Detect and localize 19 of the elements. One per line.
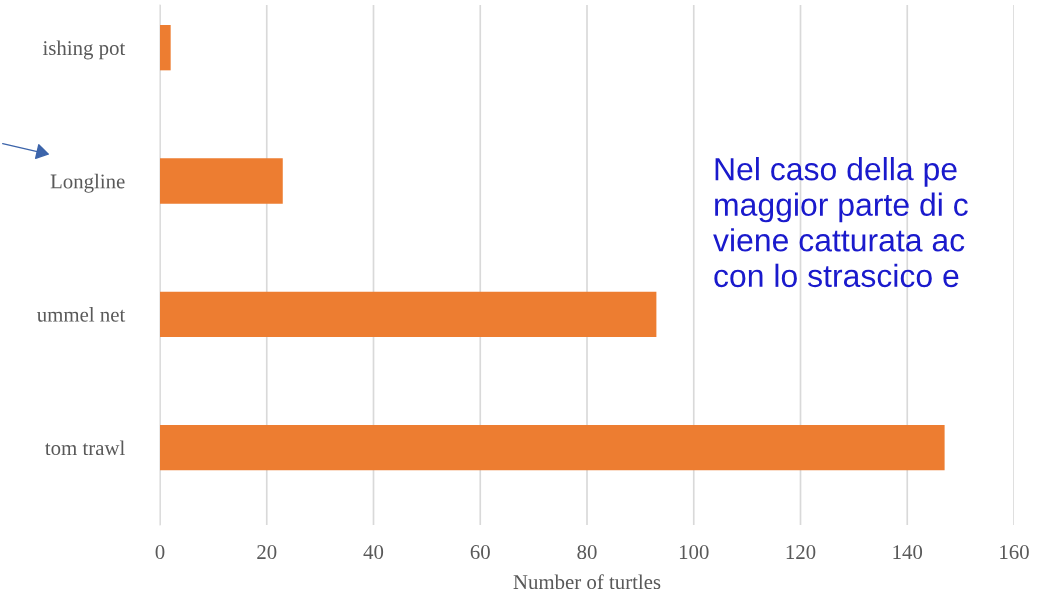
x-tick-label: 80 — [577, 545, 597, 560]
x-tick-label: 160 — [1000, 545, 1029, 560]
x-tick-label: 0 — [155, 545, 165, 560]
x-tick-label: 60 — [470, 545, 490, 560]
bar — [160, 425, 945, 471]
y-tick-label: ummel net — [37, 307, 126, 322]
x-tick-label: 120 — [786, 545, 816, 560]
x-tick-label: 20 — [257, 545, 277, 560]
bar — [160, 158, 283, 204]
y-tick-label: tom trawl — [45, 440, 125, 456]
x-axis-title: Number of turtles — [513, 574, 661, 590]
x-tick-label: 40 — [363, 545, 384, 560]
y-tick-label: ishing pot — [42, 40, 126, 60]
x-tick-label: 100 — [679, 545, 709, 560]
annotation: Nel caso della pe maggior parte di c viene catturata ac con lo strascico e — [713, 157, 968, 288]
bar — [160, 25, 171, 71]
y-tick-label: Longline — [50, 173, 125, 193]
x-tick-label: 140 — [893, 545, 923, 560]
bar — [160, 291, 657, 337]
